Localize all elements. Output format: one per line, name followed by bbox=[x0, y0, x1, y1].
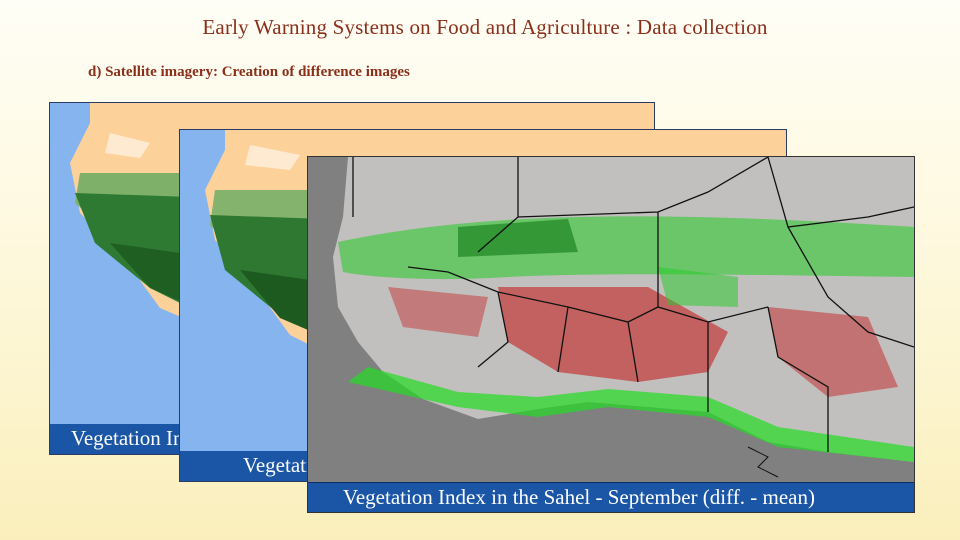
difference-map-graphic bbox=[308, 157, 914, 512]
difference-map: Vegetation Index in the Sahel - Septembe… bbox=[307, 156, 915, 513]
slide-subtitle: d) Satellite imagery: Creation of differ… bbox=[88, 64, 410, 80]
slide-title: Early Warning Systems on Food and Agricu… bbox=[202, 15, 768, 39]
caption-difference: Vegetation Index in the Sahel - Septembe… bbox=[308, 482, 914, 512]
